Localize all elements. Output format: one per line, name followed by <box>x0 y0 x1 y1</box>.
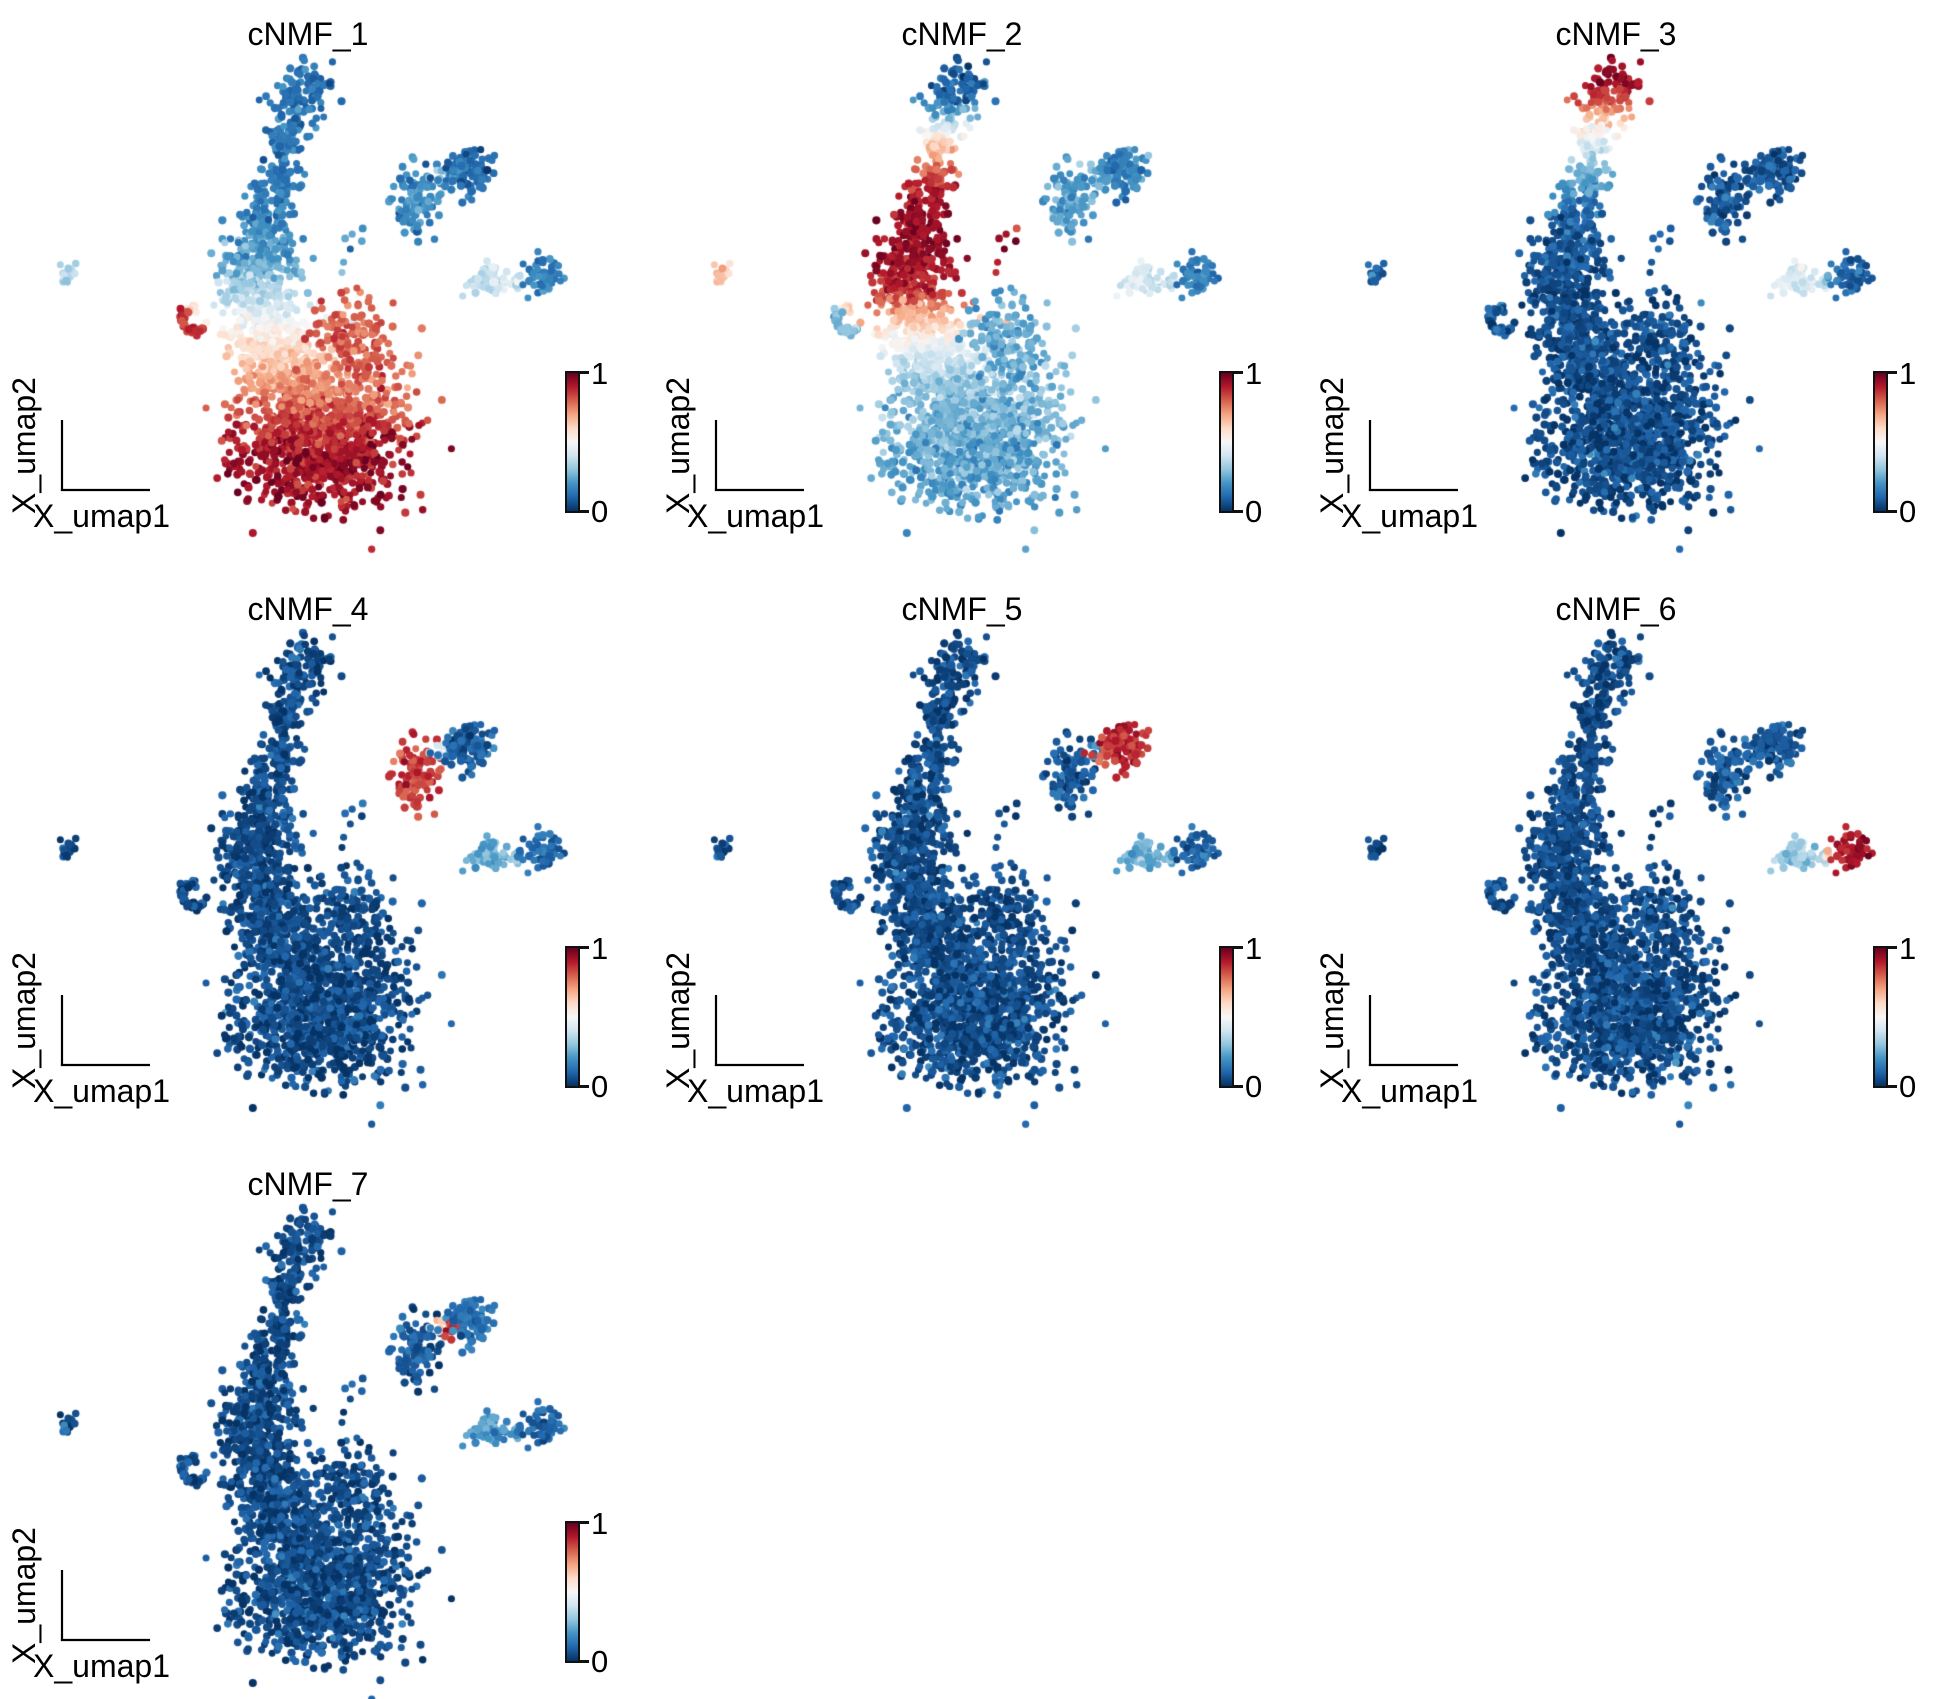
umap-scatter-canvas <box>0 575 644 1150</box>
colorbar-tick-max <box>1888 946 1897 949</box>
umap-scatter-canvas <box>0 1150 644 1699</box>
colorbar-min-label: 0 <box>591 1069 609 1104</box>
colorbar-max-label: 1 <box>1245 931 1263 966</box>
colorbar-max-label: 1 <box>591 931 609 966</box>
colorbar-max-label: 1 <box>1899 356 1917 391</box>
axis-arrows <box>1368 420 1458 492</box>
axis-arrows <box>714 420 804 492</box>
x-axis-label: X_umap1 <box>33 498 170 534</box>
colorbar-min-label: 0 <box>591 1644 609 1679</box>
colorbar-tick-min <box>1888 510 1897 513</box>
axis-arrows <box>60 995 150 1067</box>
x-axis-label: X_umap1 <box>1341 1073 1478 1109</box>
colorbar-gradient <box>1873 371 1888 513</box>
axis-arrows <box>60 1570 150 1642</box>
x-axis-label: X_umap1 <box>687 498 824 534</box>
umap-scatter-canvas <box>654 0 1298 575</box>
colorbar-min-label: 0 <box>1899 494 1917 529</box>
colorbar-gradient <box>565 1521 580 1663</box>
colorbar-max-label: 1 <box>1245 356 1263 391</box>
colorbar-gradient <box>1219 371 1234 513</box>
colorbar-min-label: 0 <box>1899 1069 1917 1104</box>
colorbar-gradient <box>1873 946 1888 1088</box>
colorbar-max-label: 1 <box>1899 931 1917 966</box>
colorbar-tick-max <box>1234 371 1243 374</box>
colorbar-tick-max <box>580 1521 589 1524</box>
colorbar-min-label: 0 <box>1245 494 1263 529</box>
umap-scatter-canvas <box>1308 575 1933 1150</box>
colorbar-tick-max <box>580 371 589 374</box>
umap-scatter-canvas <box>1308 0 1933 575</box>
colorbar-tick-min <box>1888 1085 1897 1088</box>
colorbar-max-label: 1 <box>591 356 609 391</box>
axis-arrows <box>714 995 804 1067</box>
axis-arrows <box>60 420 150 492</box>
umap-scatter-canvas <box>654 575 1298 1150</box>
x-axis-label: X_umap1 <box>687 1073 824 1109</box>
x-axis-label: X_umap1 <box>33 1073 170 1109</box>
colorbar-max-label: 1 <box>591 1506 609 1541</box>
colorbar-tick-min <box>1234 1085 1243 1088</box>
x-axis-label: X_umap1 <box>33 1648 170 1684</box>
colorbar-min-label: 0 <box>591 494 609 529</box>
colorbar-min-label: 0 <box>1245 1069 1263 1104</box>
colorbar-tick-max <box>580 946 589 949</box>
colorbar-tick-min <box>580 1085 589 1088</box>
colorbar-gradient <box>565 946 580 1088</box>
colorbar-tick-min <box>1234 510 1243 513</box>
colorbar-gradient <box>1219 946 1234 1088</box>
x-axis-label: X_umap1 <box>1341 498 1478 534</box>
colorbar-tick-min <box>580 510 589 513</box>
colorbar-tick-min <box>580 1660 589 1663</box>
colorbar-tick-max <box>1234 946 1243 949</box>
colorbar-tick-max <box>1888 371 1897 374</box>
axis-arrows <box>1368 995 1458 1067</box>
umap-scatter-canvas <box>0 0 644 575</box>
colorbar-gradient <box>565 371 580 513</box>
